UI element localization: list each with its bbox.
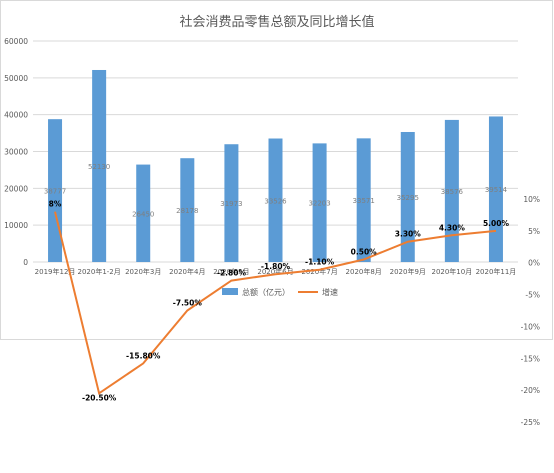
line-value-label: -2.80% [217, 269, 247, 278]
x-tick-label: 2020年11月 [476, 267, 517, 276]
legend-bar-label: 总额（亿元） [242, 287, 290, 297]
x-tick-label: 2020年9月 [390, 267, 426, 276]
right-tick-label: 0% [528, 259, 540, 268]
right-axis: 10% 5% 0% -5% -10% -15% -20% -25% [521, 195, 540, 427]
x-tick-label: 2020年5月 [213, 267, 249, 276]
x-tick-label: 2020年1-2月 [78, 267, 121, 276]
line-value-label: 4.30% [439, 223, 466, 232]
left-tick-label: 50000 [4, 74, 28, 83]
bar-value-label: 32203 [308, 200, 330, 208]
right-tick-label: 5% [528, 227, 540, 236]
chart-title: 社会消费品零售总额及同比增长值 [179, 14, 374, 30]
x-tick-label: 2020年7月 [301, 267, 337, 276]
right-tick-label: -25% [521, 418, 540, 427]
line-value-label: -1.80% [261, 262, 291, 271]
bar-value-label: 39514 [485, 186, 508, 194]
left-tick-label: 20000 [4, 184, 28, 193]
line-value-label: 8% [49, 200, 62, 209]
bar [268, 138, 283, 262]
x-tick-label: 2020年8月 [346, 267, 382, 276]
bar [92, 69, 107, 263]
line-series [54, 211, 497, 395]
line-value-label: 0.50% [351, 248, 378, 257]
left-tick-label: 30000 [4, 148, 28, 157]
bar-labels: 38777 52130 26450 28178 31973 33526 32203 33571… [44, 163, 508, 218]
line-value-label: -20.50% [82, 393, 117, 402]
x-tick-label: 2019年12月 [35, 267, 76, 276]
line-value-label: 3.30% [395, 230, 422, 239]
right-tick-label: 10% [523, 195, 540, 204]
legend: 总额（亿元） 增速 [222, 287, 338, 297]
bar-value-label: 26450 [132, 210, 154, 218]
line-labels: 8% -20.50% -15.80% -7.50% -2.80% -1.80% -1.10%… [49, 200, 510, 403]
right-tick-label: -5% [525, 291, 540, 300]
bar [356, 138, 371, 262]
bar [136, 164, 151, 262]
chart-frame [0, 0, 553, 340]
bar [400, 131, 415, 262]
bar [180, 158, 195, 262]
legend-line-label: 增速 [322, 287, 338, 297]
x-tick-label: 2020年4月 [169, 267, 205, 276]
bar-value-label: 38777 [44, 188, 66, 196]
bar-value-label: 28178 [176, 207, 198, 215]
bar-value-label: 38576 [441, 188, 464, 196]
bar-value-label: 33526 [264, 197, 287, 205]
left-tick-label: 40000 [4, 111, 28, 120]
bar-value-label: 31973 [220, 200, 242, 208]
right-tick-label: -10% [521, 322, 540, 331]
right-tick-label: -20% [521, 386, 540, 395]
right-tick-label: -15% [521, 354, 540, 363]
bar-value-label: 35295 [397, 194, 419, 202]
x-tick-label: 2020年6月 [257, 267, 293, 276]
bar-value-label: 33571 [353, 197, 375, 205]
left-tick-label: 10000 [4, 221, 28, 230]
x-axis-labels: 2019年12月 2020年1-2月 2020年3月 2020年4月 2020年5月 20… [35, 267, 517, 276]
bar [488, 116, 503, 263]
x-tick-label: 2020年10月 [431, 267, 472, 276]
line-value-label: 5.00% [483, 219, 510, 228]
left-tick-label: 60000 [4, 37, 28, 46]
left-axis: 0 10000 20000 30000 40000 50000 60000 [4, 37, 28, 267]
line-value-label: -1.10% [305, 258, 335, 267]
growth-line [54, 211, 497, 395]
line-value-label: -15.80% [126, 351, 161, 360]
bar-value-label: 52130 [88, 163, 110, 171]
line-value-label: -7.50% [173, 299, 203, 308]
bar [444, 119, 459, 262]
legend-bar-swatch [222, 288, 238, 295]
x-tick-label: 2020年3月 [125, 267, 161, 276]
gridlines [33, 40, 518, 263]
bar [224, 144, 239, 262]
bar-series [48, 69, 503, 263]
left-tick-label: 0 [23, 258, 28, 267]
bar [312, 143, 327, 262]
